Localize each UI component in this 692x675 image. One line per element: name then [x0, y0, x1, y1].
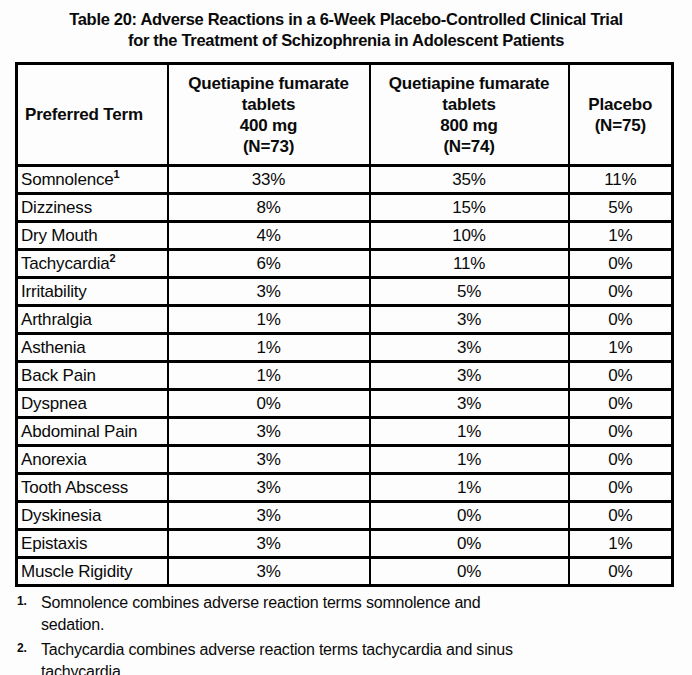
cell-term: Tooth Abscess [17, 474, 168, 502]
header-placebo: Placebo (N=75) [569, 64, 673, 166]
table-title: Table 20: Adverse Reactions in a 6-Week … [0, 0, 692, 51]
cell-placebo: 11% [569, 166, 673, 194]
table-row: Muscle Rigidity 3% 0% 0% [17, 558, 673, 586]
cell-term: Back Pain [17, 362, 168, 390]
cell-q800: 10% [370, 222, 569, 250]
cell-q400: 4% [168, 222, 370, 250]
cell-q800: 3% [370, 390, 569, 418]
cell-q800: 15% [370, 194, 569, 222]
cell-q400: 33% [168, 166, 370, 194]
cell-placebo: 0% [569, 474, 673, 502]
cell-q800: 0% [370, 558, 569, 586]
footnote-1: 1. Somnolence combines adverse reaction … [17, 592, 692, 636]
table-row: Arthralgia 1% 3% 0% [17, 306, 673, 334]
footnote-2-marker: 2. [17, 639, 41, 657]
cell-placebo: 0% [569, 250, 673, 278]
cell-placebo: 0% [569, 278, 673, 306]
cell-q400: 3% [168, 278, 370, 306]
cell-placebo: 0% [569, 362, 673, 390]
cell-q800: 3% [370, 362, 569, 390]
cell-term: Arthralgia [17, 306, 168, 334]
table-row: Dizziness 8% 15% 5% [17, 194, 673, 222]
cell-placebo: 0% [569, 446, 673, 474]
cell-q400: 1% [168, 306, 370, 334]
footnote-2-text: Tachycardia combines adverse reaction te… [41, 639, 541, 675]
cell-placebo: 1% [569, 222, 673, 250]
cell-q800: 5% [370, 278, 569, 306]
cell-placebo: 0% [569, 558, 673, 586]
cell-term: Muscle Rigidity [17, 558, 168, 586]
cell-term: Abdominal Pain [17, 418, 168, 446]
cell-term: Anorexia [17, 446, 168, 474]
table-row: Tooth Abscess 3% 1% 0% [17, 474, 673, 502]
term-label: Somnolence [21, 170, 114, 189]
header-quetiapine-400mg: Quetiapine fumarate tablets 400 mg (N=73… [168, 64, 370, 166]
table-row: Back Pain 1% 3% 0% [17, 362, 673, 390]
cell-q400: 0% [168, 390, 370, 418]
cell-term: Tachycardia2 [17, 250, 168, 278]
cell-term: Dry Mouth [17, 222, 168, 250]
cell-term: Dyspnea [17, 390, 168, 418]
cell-term: Somnolence1 [17, 166, 168, 194]
cell-q800: 3% [370, 306, 569, 334]
footnotes: 1. Somnolence combines adverse reaction … [17, 592, 692, 675]
cell-placebo: 1% [569, 530, 673, 558]
cell-q400: 3% [168, 530, 370, 558]
cell-placebo: 0% [569, 418, 673, 446]
document-page: Table 20: Adverse Reactions in a 6-Week … [0, 0, 692, 675]
footnote-1-marker: 1. [17, 592, 41, 610]
cell-q800: 0% [370, 530, 569, 558]
cell-q400: 3% [168, 502, 370, 530]
cell-q800: 1% [370, 418, 569, 446]
cell-term: Dizziness [17, 194, 168, 222]
header-preferred-term: Preferred Term [17, 64, 168, 166]
table-row: Anorexia 3% 1% 0% [17, 446, 673, 474]
footnote-ref-1: 1 [114, 168, 120, 180]
cell-placebo: 0% [569, 306, 673, 334]
footnote-2: 2. Tachycardia combines adverse reaction… [17, 639, 692, 675]
cell-q400: 3% [168, 446, 370, 474]
table-row: Epistaxis 3% 0% 1% [17, 530, 673, 558]
cell-q800: 1% [370, 474, 569, 502]
cell-placebo: 5% [569, 194, 673, 222]
cell-q800: 11% [370, 250, 569, 278]
cell-q400: 8% [168, 194, 370, 222]
cell-term: Dyskinesia [17, 502, 168, 530]
table-row: Asthenia 1% 3% 1% [17, 334, 673, 362]
cell-q800: 0% [370, 502, 569, 530]
table-row: Dry Mouth 4% 10% 1% [17, 222, 673, 250]
cell-q400: 3% [168, 474, 370, 502]
table-title-line2: for the Treatment of Schizophrenia in Ad… [128, 31, 564, 49]
cell-placebo: 1% [569, 334, 673, 362]
cell-q400: 6% [168, 250, 370, 278]
cell-q400: 1% [168, 334, 370, 362]
cell-q800: 35% [370, 166, 569, 194]
cell-placebo: 0% [569, 502, 673, 530]
cell-q400: 3% [168, 418, 370, 446]
table-row: Irritability 3% 5% 0% [17, 278, 673, 306]
table-row: Dyskinesia 3% 0% 0% [17, 502, 673, 530]
header-row: Preferred Term Quetiapine fumarate table… [17, 64, 673, 166]
adverse-reactions-table: Preferred Term Quetiapine fumarate table… [15, 62, 674, 587]
cell-q800: 1% [370, 446, 569, 474]
cell-q800: 3% [370, 334, 569, 362]
footnote-ref-2: 2 [110, 252, 116, 264]
cell-q400: 1% [168, 362, 370, 390]
table-row: Dyspnea 0% 3% 0% [17, 390, 673, 418]
cell-placebo: 0% [569, 390, 673, 418]
cell-q400: 3% [168, 558, 370, 586]
table-row: Somnolence1 33% 35% 11% [17, 166, 673, 194]
cell-term: Asthenia [17, 334, 168, 362]
cell-term: Epistaxis [17, 530, 168, 558]
table-row: Abdominal Pain 3% 1% 0% [17, 418, 673, 446]
term-label: Tachycardia [21, 254, 110, 273]
table-title-line1: Table 20: Adverse Reactions in a 6-Week … [69, 10, 623, 28]
table-row: Tachycardia2 6% 11% 0% [17, 250, 673, 278]
cell-term: Irritability [17, 278, 168, 306]
header-quetiapine-800mg: Quetiapine fumarate tablets 800 mg (N=74… [370, 64, 569, 166]
footnote-1-text: Somnolence combines adverse reaction ter… [41, 592, 541, 636]
